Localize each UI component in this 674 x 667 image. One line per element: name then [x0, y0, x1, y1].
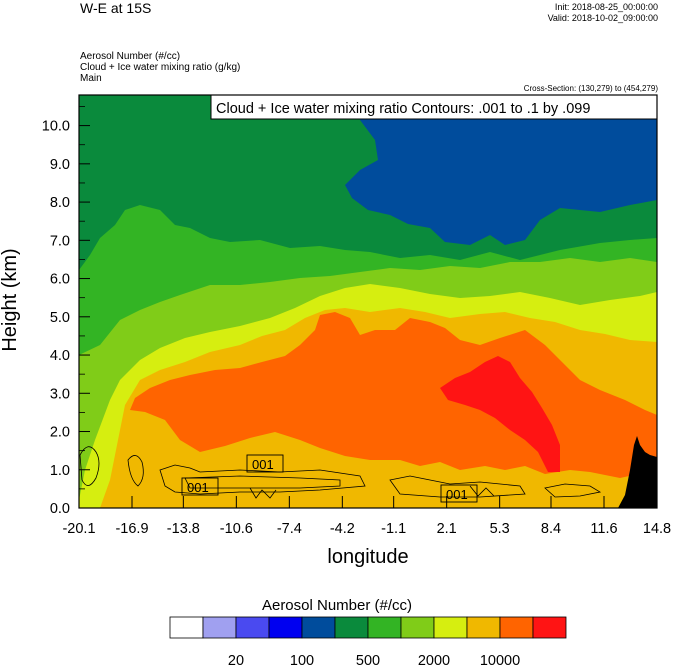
x-tick-label: -20.1 [62, 521, 95, 537]
y-tick-label: 4.0 [50, 348, 70, 364]
colorbar-swatch [400, 616, 435, 639]
contour-labels: 001 001 001 [181, 454, 478, 503]
colorbar-swatch [235, 616, 270, 639]
colorbar-swatch [532, 616, 567, 639]
field-region-red [440, 356, 560, 472]
x-tick-label: -10.6 [220, 521, 253, 537]
y-tick-label: 10.0 [42, 119, 70, 135]
x-tick-label: -16.9 [115, 521, 148, 537]
x-tick-label: -1.1 [381, 521, 406, 537]
field-label-main: Main [80, 73, 102, 84]
y-axis: 0.0 1.0 2.0 3.0 4.0 5.0 6.0 7.0 8.0 9.0 10.0 [42, 106, 90, 517]
colorbar-swatch [202, 616, 237, 639]
contour-info-label: Cloud + Ice water mixing ratio Contours:… [216, 101, 590, 117]
x-tick-label: 14.8 [643, 521, 671, 537]
terrain [618, 436, 657, 508]
contour-label-1: 001 [252, 457, 274, 472]
y-tick-label: 2.0 [50, 425, 70, 441]
field-region-blue [345, 95, 657, 245]
colorbar-swatch [367, 616, 402, 639]
colorbar-swatch [433, 616, 468, 639]
y-tick-label: 6.0 [50, 272, 70, 288]
x-axis-label: longitude [327, 546, 408, 568]
y-tick-label: 7.0 [50, 233, 70, 249]
valid-time: Valid: 2018-10-02_09:00:00 [547, 13, 658, 23]
contour-label-3: 001 [446, 487, 468, 502]
plot-area: 001 001 001 [79, 95, 657, 508]
y-tick-label: 8.0 [50, 195, 70, 211]
y-tick-label: 3.0 [50, 386, 70, 402]
colorbar-label: 10000 [480, 653, 520, 667]
y-tick-label: 5.0 [50, 310, 70, 326]
contour-label-2: 001 [187, 480, 209, 495]
x-tick-label: 8.4 [541, 521, 561, 537]
colorbar-label: 20 [228, 653, 244, 667]
y-tick-label: 9.0 [50, 157, 70, 173]
cloud-contours [79, 446, 602, 499]
colorbar-swatch [169, 616, 204, 639]
x-tick-label: -4.2 [330, 521, 355, 537]
colorbar-label: 2000 [418, 653, 450, 667]
colorbar-swatch [499, 616, 534, 639]
colorbar-title: Aerosol Number (#/cc) [261, 597, 413, 614]
x-tick-label: -13.8 [167, 521, 200, 537]
cross-section-label: Cross-Section: (130,279) to (454,279) [523, 84, 658, 93]
x-tick-label: 11.6 [590, 521, 617, 537]
y-axis-label: Height (km) [0, 248, 21, 351]
colorbar-swatch [268, 616, 303, 639]
x-tick-label: -7.4 [277, 521, 302, 537]
colorbar: 20 100 500 2000 10000 [169, 616, 567, 667]
y-tick-label: 1.0 [50, 463, 70, 479]
colorbar-label: 100 [290, 653, 314, 667]
plot-title: W-E at 15S [80, 0, 152, 16]
y-tick-label: 0.0 [50, 501, 70, 517]
colorbar-swatch [466, 616, 501, 639]
colorbar-swatch [301, 616, 336, 639]
init-time: Init: 2018-08-25_00:00:00 [554, 2, 658, 12]
x-axis: -20.1 -16.9 -13.8 -10.6 -7.4 -4.2 -1.1 2.1 5.3 8.… [62, 496, 671, 537]
plot-frame [78, 94, 658, 509]
colorbar-label: 500 [356, 653, 380, 667]
field-label-cloud: Cloud + Ice water mixing ratio (g/kg) [80, 62, 241, 73]
colorbar-swatch [334, 616, 369, 639]
field-label-aerosol: Aerosol Number (#/cc) [80, 51, 181, 62]
x-tick-label: 2.1 [437, 521, 457, 537]
x-tick-label: 5.3 [490, 521, 510, 537]
